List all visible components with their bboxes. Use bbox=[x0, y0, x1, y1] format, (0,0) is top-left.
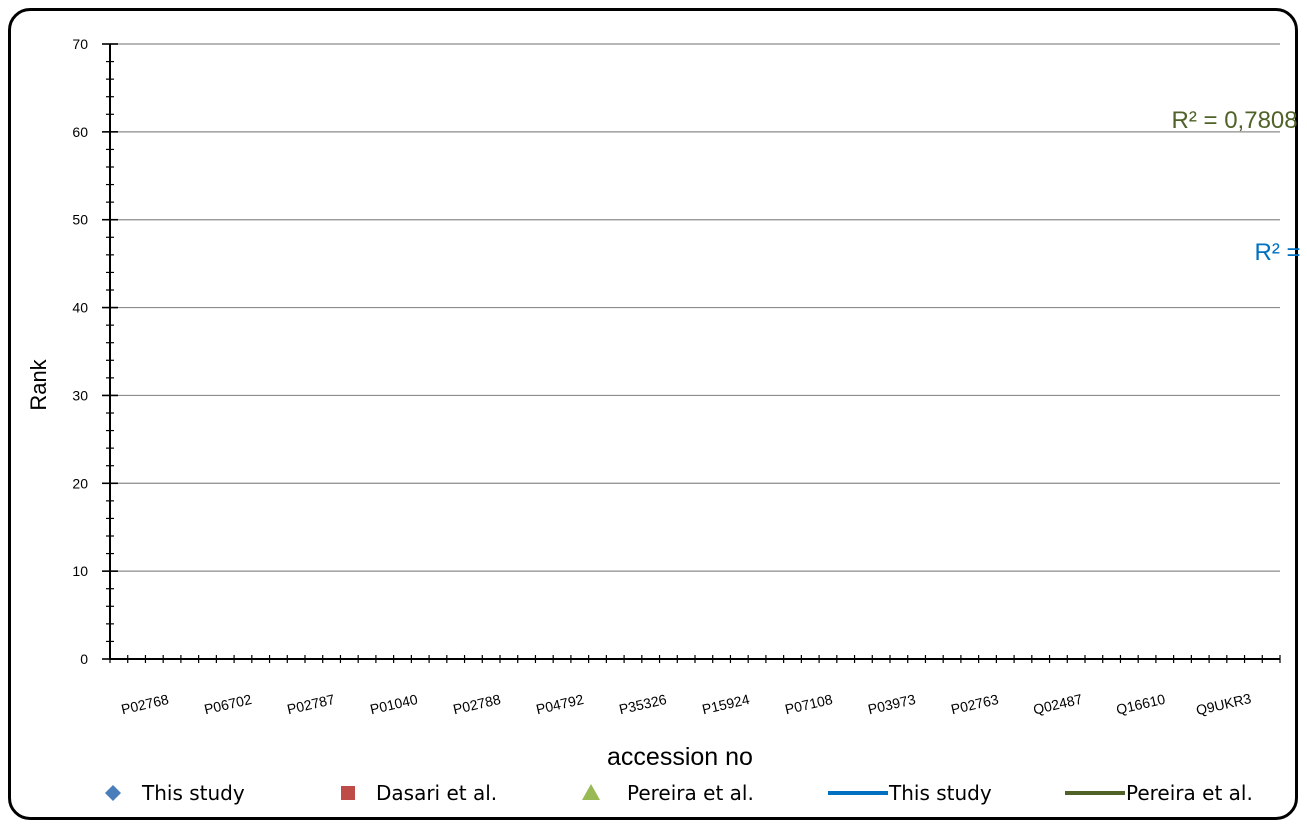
legend-item-1: This study bbox=[105, 781, 245, 805]
r-squared-label-1: R² = 0,7808 bbox=[1172, 107, 1298, 134]
x-tick-label: P02763 bbox=[949, 691, 1000, 717]
x-tick-label: P02788 bbox=[451, 691, 502, 717]
legend-item-4: This study bbox=[828, 781, 992, 805]
x-tick-label: P01040 bbox=[368, 691, 419, 717]
gridlines bbox=[110, 43, 1280, 572]
x-tick-label: Q16610 bbox=[1115, 691, 1167, 718]
x-tick-label: P15924 bbox=[700, 691, 751, 717]
x-tick-label: P02768 bbox=[120, 691, 171, 717]
x-tick-labels: P02768 P06702 P02787 P01040 P02788 P04792 P353… bbox=[120, 690, 1253, 718]
annotations: R² = 0,7808 R² = 0,6314 bbox=[1172, 107, 1307, 266]
legend-square-marker bbox=[341, 786, 355, 800]
legend-item-5: Pereira et al. bbox=[1065, 781, 1253, 805]
y-tick-label: 10 bbox=[72, 563, 88, 579]
legend-label: Pereira et al. bbox=[627, 781, 754, 805]
legend-label: Pereira et al. bbox=[1126, 781, 1253, 805]
legend-triangle-marker bbox=[582, 784, 600, 800]
legend-label: Dasari et al. bbox=[376, 781, 497, 805]
chart-frame bbox=[8, 8, 1298, 820]
legend-label: This study bbox=[888, 781, 992, 805]
y-tick-label: 70 bbox=[72, 36, 88, 52]
y-tick-label: 0 bbox=[80, 651, 88, 667]
x-axis-title: accession no bbox=[607, 743, 753, 771]
legend-label: This study bbox=[141, 781, 245, 805]
legend-item-3: Pereira et al. bbox=[582, 781, 754, 805]
y-tick-label: 40 bbox=[72, 300, 88, 316]
legend-diamond-marker bbox=[105, 785, 121, 801]
x-tick-label: P02787 bbox=[286, 691, 337, 717]
x-tick-label: P04792 bbox=[534, 691, 585, 717]
x-tick-label: P07108 bbox=[783, 691, 834, 717]
x-axis bbox=[109, 655, 1281, 663]
y-tick-label: 20 bbox=[72, 475, 88, 491]
legend: This study Dasari et al. Pereira et al. Thi… bbox=[105, 781, 1253, 805]
x-tick-label: Q9UKR3 bbox=[1195, 690, 1253, 718]
y-tick-label: 30 bbox=[72, 387, 88, 403]
y-axis: 0 10 20 30 40 50 60 70 bbox=[72, 36, 118, 667]
y-tick-label: 60 bbox=[72, 124, 88, 140]
x-tick-label: P06702 bbox=[203, 691, 254, 717]
x-tick-label: P03973 bbox=[866, 691, 917, 717]
legend-item-2: Dasari et al. bbox=[341, 781, 497, 805]
y-tick-label: 50 bbox=[72, 212, 88, 228]
y-axis-title: Rank bbox=[26, 358, 51, 410]
x-tick-label: Q02487 bbox=[1032, 691, 1084, 718]
r-squared-label-2: R² = 0,6314 bbox=[1255, 239, 1307, 266]
x-tick-label: P35326 bbox=[617, 691, 668, 717]
